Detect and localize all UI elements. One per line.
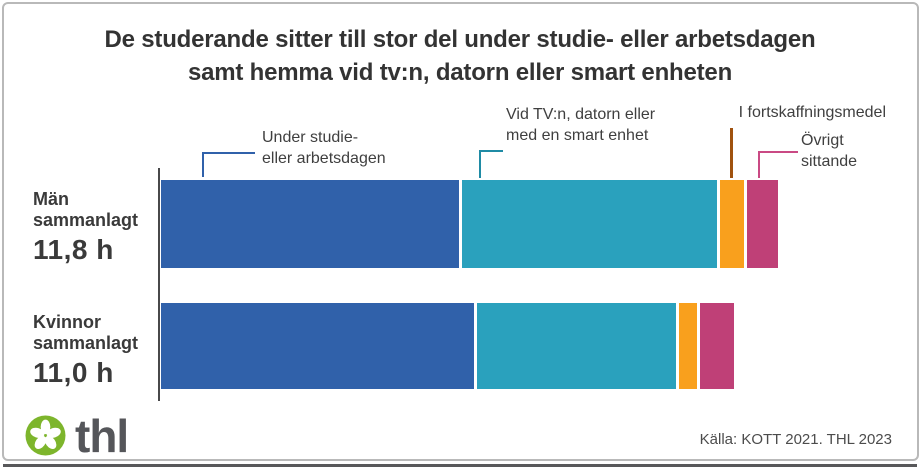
row-label-kvinnor: Kvinnor sammanlagt 11,0 h bbox=[33, 312, 138, 389]
bar-segment bbox=[678, 303, 697, 389]
connector-line-teal bbox=[479, 150, 481, 178]
row-label-kvinnor-line1: Kvinnor bbox=[33, 312, 102, 332]
bar-segment bbox=[161, 303, 475, 389]
bar-kvinnor bbox=[161, 303, 734, 389]
row-total-men: 11,8 h bbox=[33, 233, 114, 265]
thl-wordmark: thl bbox=[75, 409, 129, 462]
legend-fortskaffningsmedel: I fortskaffningsmedel bbox=[636, 102, 886, 123]
row-label-men-line1: Män bbox=[33, 189, 69, 209]
bar-segment bbox=[746, 180, 779, 268]
axis-baseline bbox=[158, 168, 160, 401]
row-label-men: Män sammanlagt 11,8 h bbox=[33, 189, 138, 266]
connector-line-pink bbox=[758, 151, 798, 153]
legend-ovrigt-sittande-line1: Övrigt bbox=[801, 132, 844, 149]
bar-segment bbox=[720, 180, 744, 268]
connector-line-orange bbox=[730, 128, 733, 178]
thl-flower-icon bbox=[25, 415, 66, 456]
legend-under-studiedagen-line2: eller arbetsdagen bbox=[262, 150, 386, 168]
legend-ovrigt-sittande: Övrigt sittande bbox=[801, 130, 857, 172]
legend-fortskaffningsmedel-line1: I fortskaffningsmedel bbox=[738, 104, 886, 121]
bar-segment bbox=[461, 180, 718, 268]
connector-line-blue bbox=[202, 152, 255, 154]
bottom-rule bbox=[3, 464, 917, 467]
bar-men bbox=[161, 180, 779, 268]
bar-segment bbox=[161, 180, 459, 268]
legend-under-studiedagen: Under studie- eller arbetsdagen bbox=[262, 127, 386, 169]
bar-segment bbox=[477, 303, 676, 389]
legend-ovrigt-sittande-line2: sittande bbox=[801, 153, 858, 171]
chart-title-line1: De studerande sitter till stor del under… bbox=[104, 26, 816, 53]
legend-under-studiedagen-line1: Under studie- bbox=[262, 129, 359, 146]
connector-line-pink bbox=[758, 151, 760, 178]
connector-line-blue bbox=[202, 152, 204, 177]
row-label-men-line2: sammanlagt bbox=[33, 209, 139, 230]
row-total-kvinnor: 11,0 h bbox=[33, 356, 114, 388]
chart-title: De studerande sitter till stor del under… bbox=[20, 24, 900, 88]
row-label-kvinnor-line2: sammanlagt bbox=[33, 332, 139, 353]
legend-vid-tvn-line2: med en smart enhet bbox=[506, 127, 649, 145]
legend-vid-tvn: Vid TV:n, datorn eller med en smart enhe… bbox=[506, 104, 655, 146]
legend-vid-tvn-line1: Vid TV:n, datorn eller bbox=[506, 106, 656, 123]
bar-segment bbox=[699, 303, 734, 389]
thl-logo: thl bbox=[25, 409, 129, 462]
chart-title-line2: samt hemma vid tv:n, datorn eller smart … bbox=[187, 58, 733, 86]
connector-line-teal bbox=[479, 150, 503, 152]
source-note: Källa: KOTT 2021. THL 2023 bbox=[699, 431, 892, 448]
